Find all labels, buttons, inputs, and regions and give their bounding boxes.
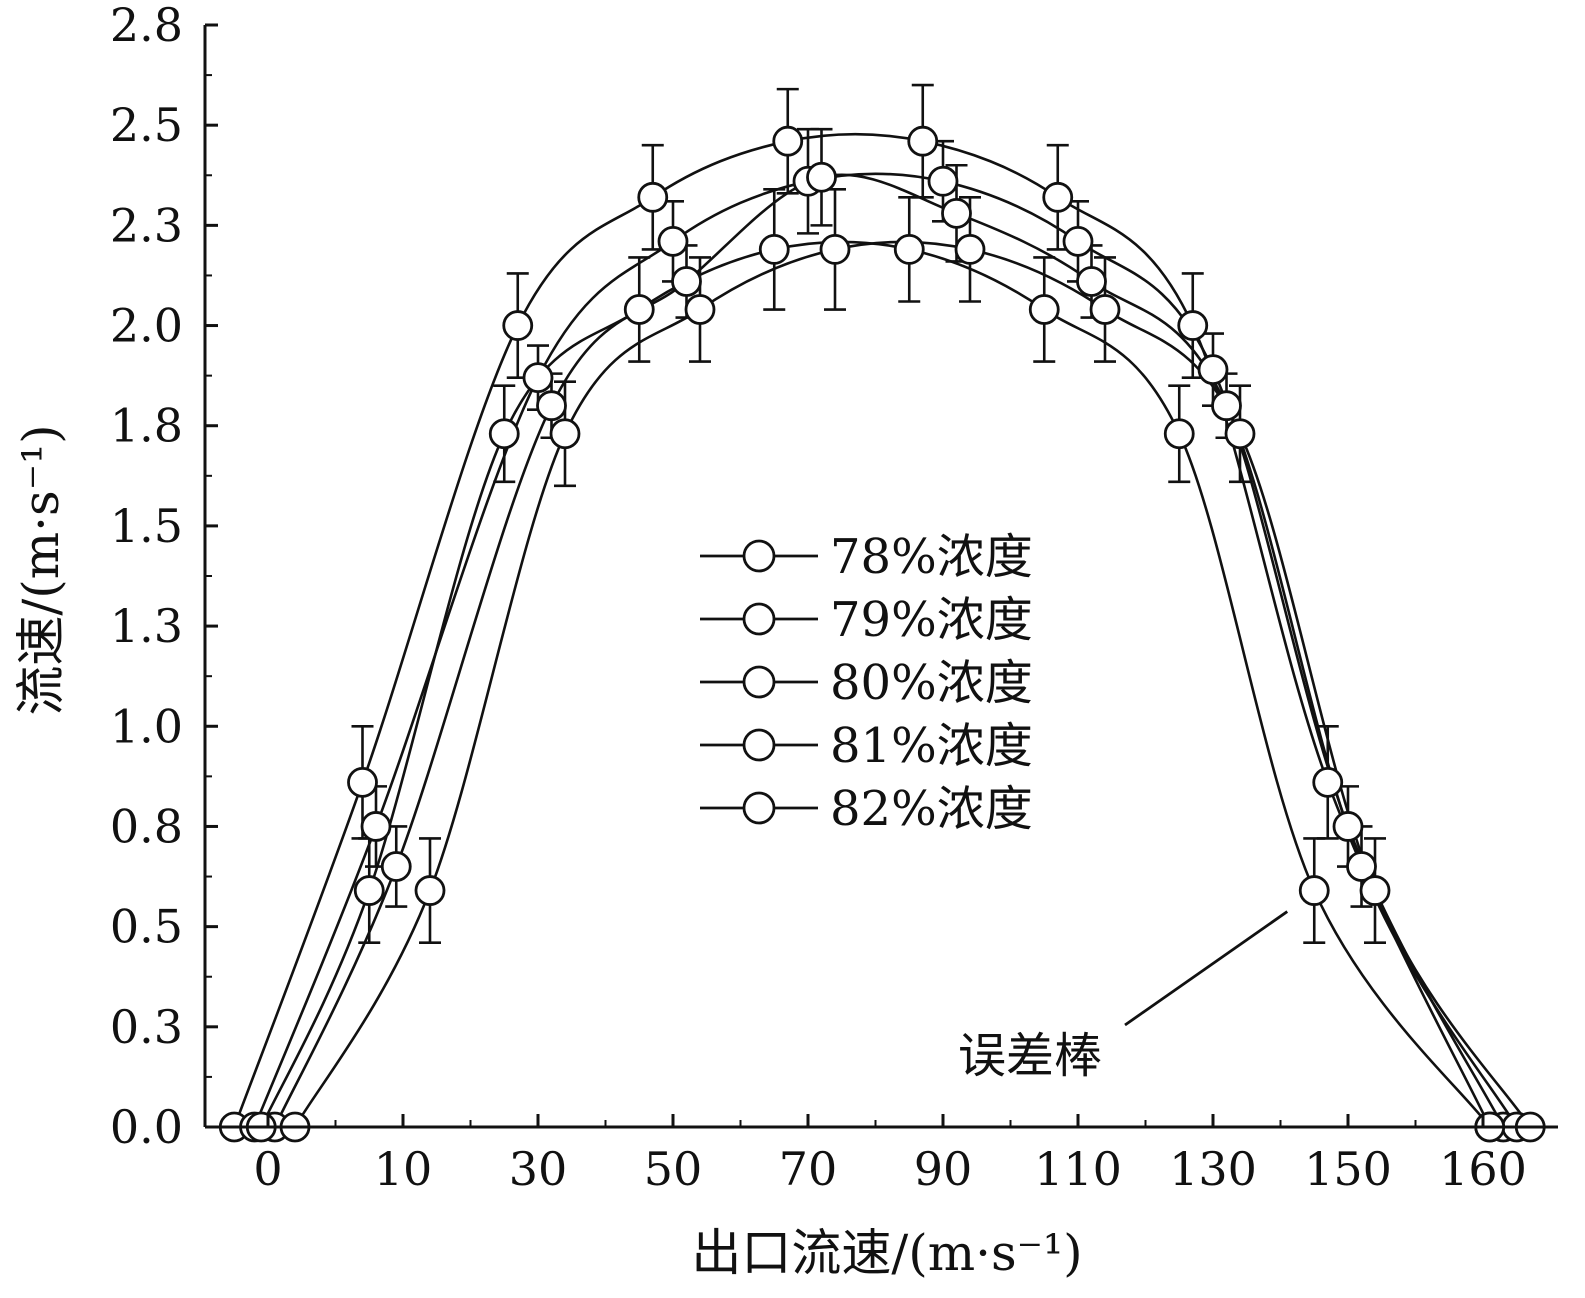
data-point: [1028, 294, 1060, 325]
series-line-2: [253, 172, 1505, 1128]
x-tick-label: 90: [914, 1142, 973, 1196]
legend-marker: [742, 539, 776, 573]
annotation-label: 误差棒: [958, 1028, 1102, 1084]
y-tick-label: 1.3: [110, 599, 183, 653]
data-point: [623, 294, 655, 325]
legend-label: 80%浓度: [830, 655, 1033, 711]
data-point: [772, 125, 804, 157]
x-tick-label: 130: [1169, 1142, 1257, 1196]
x-tick-label: 10: [374, 1142, 433, 1196]
axes: 0.0 0.3 0.5 0.8 1.0 1.3 1.5 1.8 2.0 2.3 2.5 2.8 0 10 3…: [110, 0, 1558, 1196]
y-tick-label: 1.0: [110, 699, 183, 753]
data-point: [1332, 811, 1364, 842]
y-axis-title: 流速/(m·s⁻¹): [12, 424, 70, 715]
x-tick-label: 150: [1304, 1142, 1392, 1196]
legend: 78%浓度 79%浓度 80%浓度 81%浓度 82%浓度: [700, 529, 1033, 837]
data-point: [637, 181, 669, 213]
data-point: [671, 266, 702, 297]
data-point: [522, 362, 554, 394]
data-point: [347, 766, 378, 798]
data-point: [1197, 354, 1229, 386]
legend-marker: [742, 728, 776, 762]
data-point: [1177, 310, 1209, 341]
data-point: [1346, 851, 1377, 882]
data-point: [1312, 766, 1344, 798]
data-point: [907, 125, 939, 157]
x-tick-label: 0: [253, 1142, 282, 1196]
annotation: 误差棒: [958, 910, 1289, 1084]
y-tick-label: 2.0: [110, 299, 183, 353]
data-point: [1359, 875, 1391, 906]
data-point: [536, 390, 567, 422]
data-point: [927, 165, 959, 197]
legend-label: 82%浓度: [830, 781, 1033, 837]
legend-label: 78%浓度: [830, 529, 1033, 585]
data-point: [414, 875, 446, 906]
data-point: [1089, 294, 1121, 325]
series-line-3: [273, 173, 1518, 1128]
legend-marker: [742, 665, 776, 699]
data-point: [1163, 418, 1195, 450]
data-point: [488, 418, 520, 450]
data-point: [1298, 875, 1330, 906]
data-point: [1062, 225, 1094, 257]
data-point: [1042, 181, 1074, 213]
legend-label: 81%浓度: [830, 718, 1033, 774]
data-point: [502, 310, 534, 341]
data-point: [353, 875, 385, 906]
data-point: [758, 234, 790, 265]
x-tick-label: 50: [644, 1142, 703, 1196]
data-point: [941, 197, 972, 229]
data-point: [684, 294, 716, 325]
x-tick-label: 160: [1439, 1142, 1527, 1196]
data-point: [893, 234, 925, 265]
series-line-1: [233, 132, 1491, 1128]
legend-marker: [742, 791, 776, 825]
data-point: [549, 418, 581, 450]
data-point: [819, 234, 851, 265]
data-point: [1211, 390, 1242, 422]
y-tick-label: 0.8: [110, 799, 183, 853]
y-tick-label: 0.0: [110, 1100, 183, 1154]
x-axis-title: 出口流速/(m·s⁻¹): [691, 1224, 1082, 1282]
data-point: [380, 851, 412, 882]
legend-marker: [742, 602, 776, 636]
legend-label: 79%浓度: [830, 592, 1033, 648]
y-tick-label: 2.5: [110, 98, 183, 152]
annotation-pointer: [1124, 910, 1289, 1027]
y-tick-label: 0.5: [110, 900, 183, 954]
data-point: [657, 225, 689, 257]
data-point: [360, 811, 392, 842]
x-tick-label: 110: [1034, 1142, 1122, 1196]
x-tick-label: 30: [509, 1142, 568, 1196]
y-tick-label: 0.3: [110, 1000, 183, 1054]
series-markers: [218, 125, 1546, 1143]
data-point: [806, 161, 837, 193]
y-tick-label: 2.3: [110, 198, 183, 252]
x-tick-label: 70: [779, 1142, 838, 1196]
y-tick-label: 2.8: [110, 0, 183, 52]
data-point: [954, 234, 986, 265]
data-point: [1076, 266, 1107, 297]
y-tick-label: 1.8: [110, 399, 183, 453]
data-point: [1224, 418, 1256, 450]
y-tick-label: 1.5: [110, 499, 183, 553]
